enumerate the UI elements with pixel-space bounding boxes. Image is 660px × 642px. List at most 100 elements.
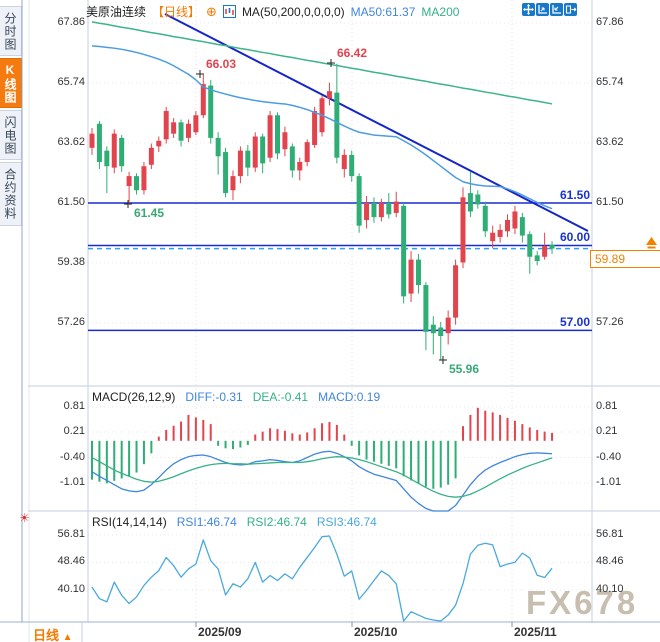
candle-body [401,205,407,297]
axis-tick-label: 56.81 [57,528,85,540]
exit-chart-icon[interactable] [564,3,577,16]
ma200-value-label: MA200 [421,4,460,19]
ma200-line [91,21,553,105]
candle-body [104,150,110,167]
candle-body [297,161,303,171]
period-selector[interactable]: 日线 ▲ [33,625,73,642]
axis-tick-label: 0.21 [596,425,618,438]
rsi-header: RSI(14,14,14) RSI1:46.74 RSI2:46.74 RSI3… [92,515,377,529]
candle-body [126,176,132,187]
candle-body [215,137,221,157]
candle-body [475,194,481,205]
period-label[interactable]: 【日线】 [152,5,201,19]
price-level-label: 57.00 [559,315,590,330]
axis-tick-label: 0.81 [596,399,618,412]
ma50-line [91,45,553,210]
candle-body [334,92,340,158]
candle-body [134,176,140,191]
candle-body [163,111,169,140]
axis-tick-label: 57.26 [57,316,85,328]
candle-body [119,137,125,167]
candle-body [408,259,414,294]
candle-body [148,147,154,165]
candle-body [438,327,444,337]
indicator-settings-icon[interactable]: ☀ [19,511,30,525]
macd-dea-line [91,456,553,498]
axis-tick-label: 40.10 [57,583,85,596]
candle-body [460,197,466,263]
axis-tick-label: -0.40 [596,450,622,463]
x-axis-month-label: 2025/11 [514,625,557,639]
axis-tick-label: 0.81 [63,399,85,412]
candle-body [267,115,273,158]
sidebar-tab-lightning[interactable]: 闪电图 [0,110,22,160]
candle-body [326,91,332,99]
price-pointer-base [647,246,656,249]
candle-body [549,244,555,249]
axis-tick-label: -1.01 [59,475,85,488]
rsi1-value: RSI1:46.74 [176,515,237,529]
sidebar-tab-contract-info[interactable]: 合约资料 [0,162,22,226]
price-annotation: 66.03 [206,57,237,71]
axis-tick-label: 57.26 [596,316,624,328]
candle-body [356,176,362,226]
candle-body [304,142,310,162]
zoom-in-chart-icon[interactable] [536,3,549,16]
axis-tick-label: 63.62 [596,135,624,148]
candle-body [378,203,384,218]
ma50-value-label: MA50:61.37 [350,4,416,19]
axis-tick-label: -0.40 [59,450,85,463]
axis-tick-label: 56.81 [596,528,624,540]
candle-body [282,132,288,150]
triangle-up-icon: ▲ [62,632,73,642]
zoom-out-chart-icon[interactable] [550,3,563,16]
candle-body [445,317,451,334]
candle-body [505,219,511,232]
macd-value: MACD:0.19 [318,390,381,404]
axis-tick-label: 63.62 [57,135,85,148]
price-annotation: 66.42 [337,46,368,60]
candle-body [371,203,377,218]
candle-body [312,111,318,145]
candle-body [185,123,191,138]
rsi3-value: RSI3:46.74 [316,515,377,529]
candle-body [141,166,147,191]
macd-title: MACD(26,12,9) [92,390,176,404]
axis-tick-label: -1.01 [596,475,622,488]
candle-body [230,176,236,191]
candle-body [178,122,184,141]
candle-body [430,324,436,334]
price-level-label: 60.00 [559,230,590,245]
axis-tick-label: 48.46 [596,555,624,568]
candle-body [89,133,95,148]
candle-body [260,136,266,164]
rsi2-value: RSI2:46.74 [246,515,307,529]
axis-tick-label: 67.86 [57,15,85,28]
rsi-title: RSI(14,14,14) [92,515,167,529]
macd-dea-value: DEA:-0.41 [252,390,309,404]
price-annotation: 55.96 [449,362,480,376]
price-annotation: 61.45 [134,206,165,220]
candle-body [519,217,525,236]
candle-body [497,229,503,237]
circle-plus-icon[interactable]: ⊕ [206,3,217,19]
candle-body [245,150,251,168]
candlestick-mini-icon[interactable] [222,5,236,18]
candle-body [386,203,392,215]
x-axis-month-label: 2025/09 [198,625,242,639]
candle-body [193,115,199,133]
candle-body [275,115,280,154]
candle-body [423,285,429,332]
candle-body [527,234,533,257]
ma-params-label: MA(50,200,0,0,0,0) [241,4,345,19]
candle-body [208,85,214,138]
period-selector-label: 日线 [33,628,60,642]
candle-body [482,205,488,232]
axis-tick-label: 65.74 [596,75,624,88]
axis-tick-label: 65.74 [57,75,85,88]
pan-tool-icon[interactable] [522,3,535,16]
candle-body [96,123,102,162]
price-pointer-icon [646,237,657,245]
